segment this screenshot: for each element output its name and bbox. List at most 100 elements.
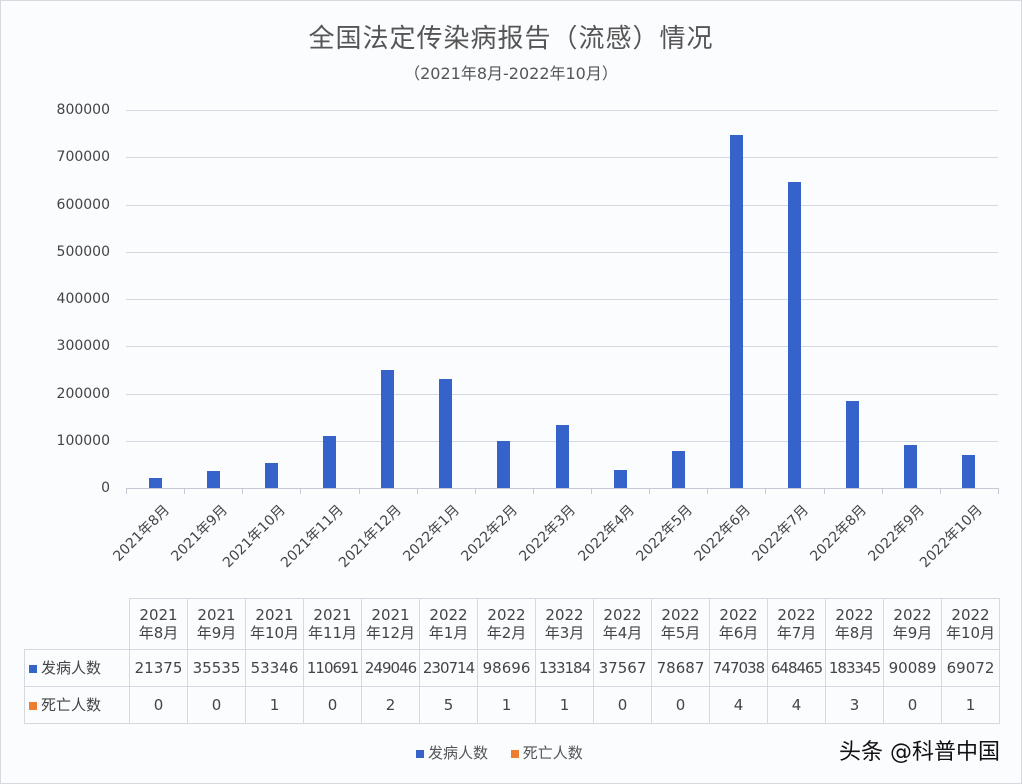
table-cell: 0 bbox=[187, 686, 246, 724]
table-cell: 133184 bbox=[535, 649, 594, 687]
bar-incidence bbox=[497, 441, 511, 488]
bar-incidence bbox=[439, 379, 453, 488]
x-tick-mark bbox=[532, 488, 534, 494]
table-cell: 35535 bbox=[187, 649, 246, 687]
x-tick-mark bbox=[126, 488, 127, 494]
table-cell: 0 bbox=[129, 686, 188, 724]
gridline bbox=[126, 346, 998, 348]
bar-incidence bbox=[671, 450, 685, 488]
y-tick-label: 300000 bbox=[56, 338, 110, 355]
gridline bbox=[126, 393, 998, 395]
x-tick-mark bbox=[939, 488, 941, 494]
table-row-label: 发病人数 bbox=[24, 649, 130, 687]
table-header-cell: 2021 年12月 bbox=[361, 598, 420, 650]
table-row-label: 死亡人数 bbox=[24, 686, 130, 724]
table-cell: 1 bbox=[941, 686, 1000, 724]
table-cell: 69072 bbox=[941, 649, 1000, 687]
legend-item-incidence: 发病人数 bbox=[416, 744, 488, 762]
table-cell: 21375 bbox=[129, 649, 188, 687]
x-axis bbox=[126, 488, 998, 489]
gridline bbox=[126, 299, 998, 300]
table-cell: 5 bbox=[419, 686, 478, 724]
gridline bbox=[126, 110, 998, 111]
bar-incidence bbox=[555, 425, 569, 488]
table-header-cell: 2021 年10月 bbox=[245, 598, 304, 650]
table-cell: 230714 bbox=[419, 649, 478, 687]
bar-incidence bbox=[729, 135, 743, 488]
gridline bbox=[126, 157, 998, 159]
y-tick-label: 800000 bbox=[56, 102, 110, 118]
table-header-cell: 2021 年9月 bbox=[187, 598, 246, 650]
y-tick-label: 200000 bbox=[56, 385, 110, 402]
table-cell: 648465 bbox=[767, 649, 826, 687]
watermark: 头条 @科普中国 bbox=[839, 740, 1000, 765]
table-header-cell: 2022 年4月 bbox=[593, 598, 652, 650]
y-tick-label: 600000 bbox=[56, 196, 110, 213]
table-header-cell: 2022 年8月 bbox=[825, 598, 884, 650]
y-tick-label: 0 bbox=[101, 480, 110, 496]
table-row: 死亡人数 0 0 1 0 2 5 1 1 0 0 4 4 3 0 1 bbox=[24, 686, 1000, 724]
table-header-cell: 2022 年9月 bbox=[883, 598, 942, 650]
table-header-cell: 2022 年5月 bbox=[651, 598, 710, 650]
y-tick-label: 700000 bbox=[56, 149, 110, 166]
legend-swatch-orange bbox=[510, 749, 519, 758]
table-cell: 4 bbox=[709, 686, 768, 724]
table-cell: 249046 bbox=[361, 649, 420, 687]
series-swatch bbox=[29, 701, 37, 710]
table-cell: 78687 bbox=[651, 649, 710, 687]
table-cell: 2 bbox=[361, 686, 420, 724]
table-cell: 90089 bbox=[883, 649, 942, 687]
table-cell: 0 bbox=[651, 686, 710, 724]
y-tick-label: 500000 bbox=[56, 243, 110, 260]
x-tick-mark bbox=[881, 488, 883, 494]
table-row: 发病人数 21375 35535 53346 110691 249046 230714 986… bbox=[24, 649, 1000, 687]
table-cell: 1 bbox=[477, 686, 536, 724]
table-cell: 37567 bbox=[593, 649, 652, 687]
table-cell: 0 bbox=[303, 686, 362, 724]
data-table: 2021 年8月 2021 年9月 2021 年10月 2021 年11月 2021 年12月 20… bbox=[24, 598, 1000, 724]
y-tick-label: 100000 bbox=[56, 432, 110, 449]
x-tick-mark bbox=[591, 488, 593, 494]
legend: 发病人数 死亡人数 bbox=[416, 742, 601, 763]
table-header-cell: 2022 年3月 bbox=[535, 598, 594, 650]
bar-incidence bbox=[613, 470, 627, 488]
x-tick-mark bbox=[300, 488, 302, 494]
bar-incidence bbox=[148, 477, 162, 488]
table-cell: 183345 bbox=[825, 649, 884, 687]
x-tick-mark bbox=[416, 488, 418, 494]
gridline bbox=[126, 251, 998, 253]
table-header-cell: 2021 年11月 bbox=[303, 598, 362, 650]
legend-swatch-blue bbox=[416, 749, 424, 758]
table-cell: 0 bbox=[883, 686, 942, 724]
table-cell: 53346 bbox=[245, 649, 304, 687]
table-header-cell: 2021 年8月 bbox=[129, 598, 188, 650]
table-header-cell: 2022 年10月 bbox=[941, 598, 1000, 650]
chart-subtitle: （2021年8月-2022年10月） bbox=[404, 64, 618, 83]
table-header-cell: 2022 年2月 bbox=[477, 598, 536, 650]
legend-item-deaths: 死亡人数 bbox=[510, 744, 583, 762]
bar-incidence bbox=[904, 445, 918, 488]
x-tick-mark bbox=[184, 488, 186, 494]
table-cell: 1 bbox=[535, 686, 594, 724]
bar-incidence bbox=[962, 455, 976, 488]
table-header-cell: 2022 年6月 bbox=[709, 598, 768, 650]
chart-title: 全国法定传染病报告（流感）情况 bbox=[308, 24, 714, 54]
table-cell: 110691 bbox=[303, 649, 362, 687]
bar-incidence bbox=[206, 471, 220, 488]
table-cell: 747038 bbox=[709, 649, 768, 687]
x-tick-mark bbox=[823, 488, 825, 494]
bar-incidence bbox=[381, 370, 395, 488]
x-tick-mark bbox=[242, 488, 244, 494]
bar-incidence bbox=[322, 435, 336, 488]
x-tick-mark bbox=[649, 488, 651, 494]
table-cell: 98696 bbox=[477, 649, 536, 687]
y-tick-label: 400000 bbox=[56, 291, 110, 307]
table-cell: 0 bbox=[593, 686, 652, 724]
x-tick-mark bbox=[998, 488, 999, 494]
bar-incidence bbox=[846, 401, 860, 488]
x-tick-mark bbox=[358, 488, 360, 494]
table-cell: 4 bbox=[767, 686, 826, 724]
table-cell: 1 bbox=[245, 686, 304, 724]
table-cell: 3 bbox=[825, 686, 884, 724]
bar-incidence bbox=[264, 462, 278, 488]
